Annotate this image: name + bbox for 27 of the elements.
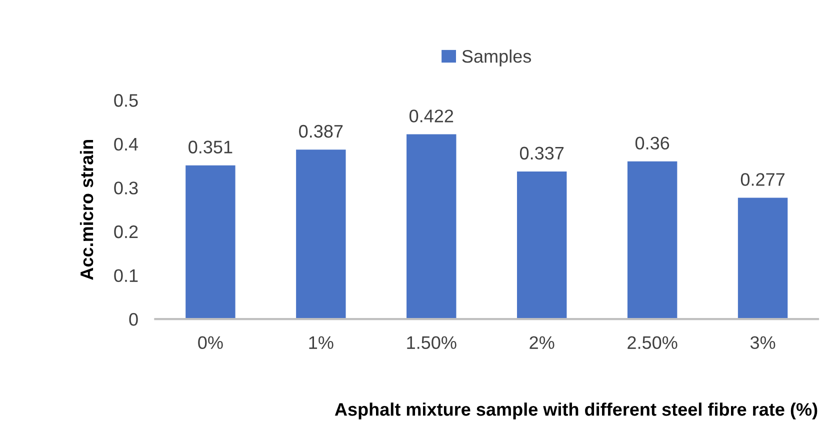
data-label: 0.277 [740, 173, 784, 186]
data-label: 0.351 [188, 140, 232, 154]
data-label: 0.387 [299, 124, 343, 138]
bar [738, 198, 788, 320]
x-tick-label: 1% [309, 336, 334, 349]
y-axis-title: Acc.micro strain [80, 140, 94, 280]
x-tick-label: 2.50% [628, 336, 678, 350]
bar [517, 171, 567, 320]
bar [406, 134, 456, 320]
x-axis-title: Asphalt mixture sample with different steel fibre rate (%) [334, 402, 818, 420]
bar [296, 150, 346, 320]
x-tick-label: 0% [198, 336, 223, 350]
y-tick-label: 0.3 [114, 182, 138, 194]
y-tick-label: 0 [129, 313, 138, 326]
y-tick-label: 0.4 [114, 138, 138, 151]
bar [186, 165, 236, 320]
x-tick-label: 3% [750, 336, 776, 350]
y-tick-label: 0.1 [114, 269, 138, 282]
data-label: 0.36 [635, 136, 670, 150]
data-label: 0.422 [410, 110, 454, 122]
bar [627, 161, 678, 320]
legend-label: Samples [462, 50, 532, 66]
x-tick-label: 2% [530, 336, 554, 349]
data-label: 0.337 [520, 146, 564, 160]
x-tick-label: 1.50% [407, 336, 456, 350]
y-tick-label: 0.2 [114, 225, 138, 238]
y-tick-label: 0.5 [114, 94, 138, 107]
